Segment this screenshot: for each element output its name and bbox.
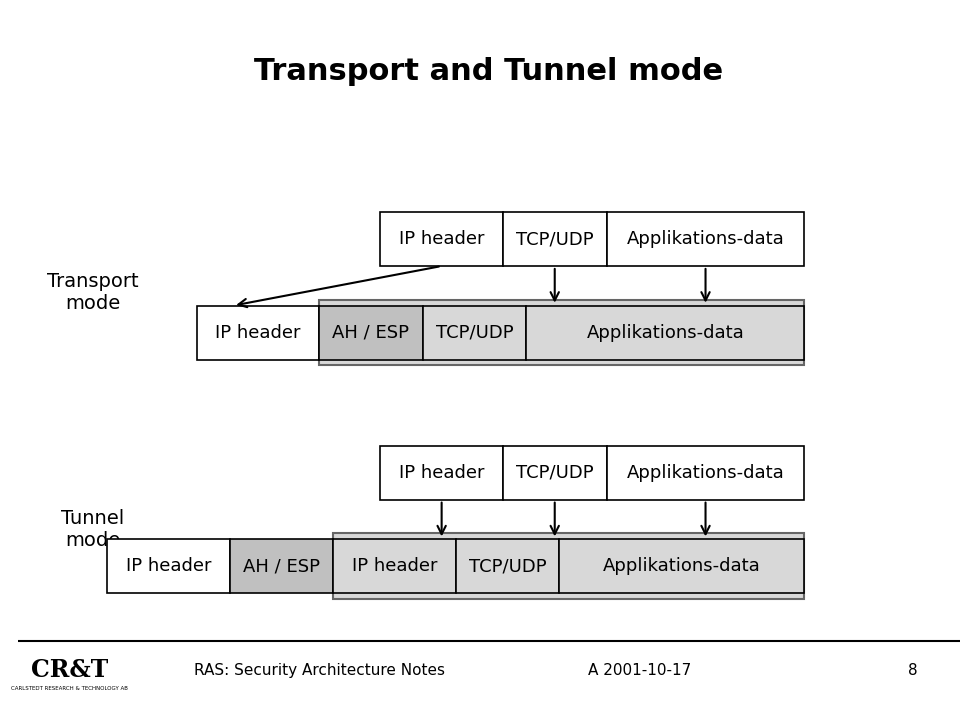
FancyBboxPatch shape xyxy=(456,539,560,593)
Text: CR&T: CR&T xyxy=(31,658,108,682)
FancyBboxPatch shape xyxy=(503,446,607,500)
Text: Applikations-data: Applikations-data xyxy=(627,230,784,248)
Text: IP header: IP header xyxy=(126,557,211,575)
Text: TCP/UDP: TCP/UDP xyxy=(468,557,546,575)
FancyBboxPatch shape xyxy=(560,539,804,593)
Text: IP header: IP header xyxy=(399,230,485,248)
Text: AH / ESP: AH / ESP xyxy=(332,324,410,342)
FancyBboxPatch shape xyxy=(319,300,804,365)
Text: IP header: IP header xyxy=(351,557,437,575)
Text: CARLSTEDT RESEARCH & TECHNOLOGY AB: CARLSTEDT RESEARCH & TECHNOLOGY AB xyxy=(11,687,128,691)
Text: TCP/UDP: TCP/UDP xyxy=(436,324,514,342)
Text: Applikations-data: Applikations-data xyxy=(587,324,744,342)
FancyBboxPatch shape xyxy=(333,533,804,599)
FancyBboxPatch shape xyxy=(229,539,333,593)
FancyBboxPatch shape xyxy=(607,212,804,266)
FancyBboxPatch shape xyxy=(422,306,526,360)
FancyBboxPatch shape xyxy=(526,306,804,360)
Text: Applikations-data: Applikations-data xyxy=(603,557,761,575)
Text: TCP/UDP: TCP/UDP xyxy=(516,464,593,482)
FancyBboxPatch shape xyxy=(319,306,422,360)
Text: Tunnel
mode: Tunnel mode xyxy=(61,509,125,551)
Text: RAS: Security Architecture Notes: RAS: Security Architecture Notes xyxy=(194,663,444,677)
Text: Transport and Tunnel mode: Transport and Tunnel mode xyxy=(254,58,723,86)
Text: AH / ESP: AH / ESP xyxy=(243,557,320,575)
Text: Applikations-data: Applikations-data xyxy=(627,464,784,482)
FancyBboxPatch shape xyxy=(108,539,229,593)
Text: Transport
mode: Transport mode xyxy=(47,272,139,313)
Text: TCP/UDP: TCP/UDP xyxy=(516,230,593,248)
Text: A 2001-10-17: A 2001-10-17 xyxy=(588,663,691,677)
FancyBboxPatch shape xyxy=(607,446,804,500)
FancyBboxPatch shape xyxy=(380,446,503,500)
FancyBboxPatch shape xyxy=(503,212,607,266)
FancyBboxPatch shape xyxy=(333,539,456,593)
FancyBboxPatch shape xyxy=(197,306,319,360)
Text: 8: 8 xyxy=(908,663,918,677)
FancyBboxPatch shape xyxy=(380,212,503,266)
Text: IP header: IP header xyxy=(399,464,485,482)
Text: IP header: IP header xyxy=(215,324,300,342)
